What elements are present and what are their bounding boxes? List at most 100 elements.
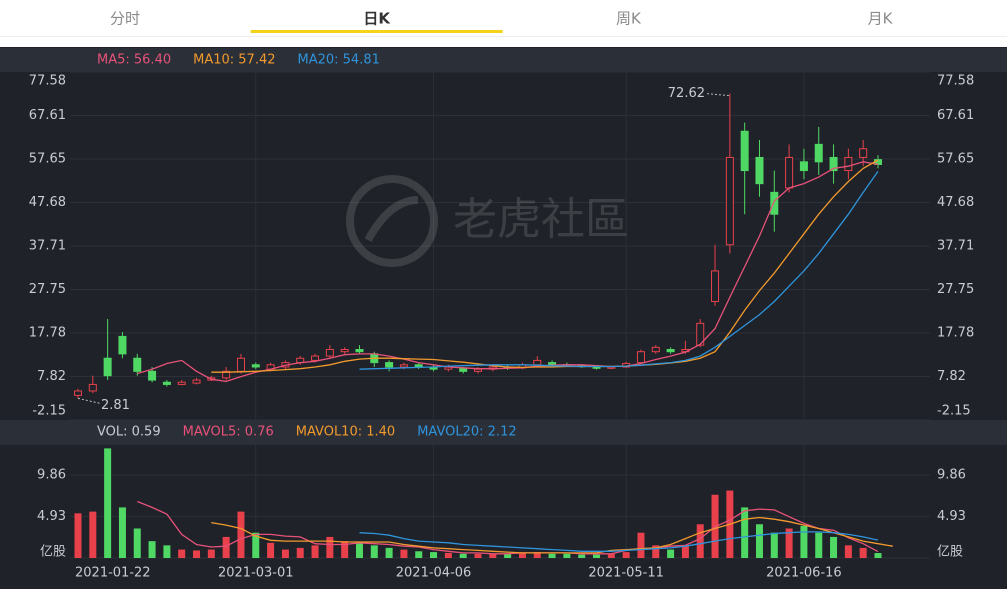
low-annotation: 2.81: [101, 398, 130, 413]
y-tick-label: 57.65: [29, 151, 66, 166]
candle-body: [162, 381, 171, 385]
candle-body: [103, 357, 112, 377]
volume-bar: [193, 550, 201, 558]
mavol-line: [137, 500, 879, 555]
mavol-legend: MAVOL5: 0.76: [183, 425, 274, 440]
y-tick-label-right: 67.61: [937, 108, 974, 123]
y-tick-label: 37.71: [29, 239, 66, 254]
volume-bar: [474, 553, 482, 558]
tab-divider: [0, 36, 1007, 37]
volume-bar: [148, 541, 156, 558]
mavol-line: [359, 531, 879, 552]
volume-bar: [237, 511, 245, 558]
candle-body: [177, 381, 186, 385]
volume-bar: [311, 545, 319, 558]
volume-bar: [533, 552, 541, 558]
tab[interactable]: 日K: [363, 10, 391, 28]
vol-legend-bar: [0, 420, 1007, 445]
x-tick-label: 2021-05-11: [588, 566, 664, 581]
volume-bar: [800, 525, 808, 558]
volume-bar: [267, 542, 275, 558]
candle-body: [755, 156, 764, 185]
y-tick-label-right: 37.71: [937, 239, 974, 254]
volume-bar: [681, 545, 689, 558]
volume-bar: [874, 553, 882, 558]
candle-body: [88, 383, 97, 392]
volume-bar: [222, 536, 230, 558]
volume-bar: [622, 552, 630, 558]
volume-bar: [696, 524, 704, 558]
candle-body: [222, 370, 231, 379]
volume-bar: [593, 554, 601, 558]
y-tick-label: 67.61: [29, 108, 66, 123]
watermark: 老虎社區: [346, 175, 629, 267]
tab[interactable]: 周K: [616, 10, 642, 28]
volume-bar: [133, 528, 141, 558]
candle-body: [236, 357, 245, 372]
volume-bar: [578, 554, 586, 558]
x-tick-label: 2021-04-06: [396, 566, 472, 581]
candle-body: [711, 270, 720, 302]
candle-body: [192, 379, 201, 384]
volume-bar: [400, 549, 408, 558]
volume-bar: [637, 532, 645, 558]
volume-bar: [652, 545, 660, 558]
candle-body: [74, 390, 82, 396]
candle-body: [118, 335, 127, 355]
volume-bar: [355, 542, 363, 558]
ma-legend: MA10: 57.42: [193, 53, 275, 68]
y-tick-label-right: 77.58: [937, 74, 974, 89]
volume-bar: [341, 541, 349, 558]
candle-body: [814, 143, 823, 163]
volume-bar: [459, 553, 467, 558]
candle-body: [399, 364, 408, 368]
tab[interactable]: 月K: [868, 10, 894, 28]
volume-bar: [444, 552, 452, 558]
vol-legend: VOL: 0.59: [97, 425, 161, 440]
vol-tick-label-right: 4.93: [937, 509, 966, 524]
volume-bar: [118, 507, 126, 558]
volume-bar: [281, 549, 289, 558]
volume-bar: [74, 513, 82, 558]
vol-tick-label-right: 亿股: [937, 545, 963, 560]
ma-legend: MA5: 56.40: [97, 53, 171, 68]
volume-bar: [755, 524, 763, 558]
candle-body: [725, 156, 734, 246]
candle-body: [533, 359, 542, 366]
volume-bar: [252, 532, 260, 558]
candle-body: [355, 349, 364, 353]
mavol-legend: MAVOL10: 1.40: [296, 425, 395, 440]
y-tick-label: 77.58: [29, 74, 66, 89]
y-tick-label-right: -2.15: [937, 404, 971, 419]
y-tick-label: 17.78: [29, 326, 66, 341]
volume-bar: [504, 553, 512, 558]
y-tick-label: 47.68: [29, 195, 66, 210]
candle-body: [251, 364, 260, 368]
candle-body: [799, 161, 808, 172]
y-tick-label-right: 27.75: [937, 282, 974, 297]
volume-bar: [430, 552, 438, 558]
mavol-line: [211, 516, 893, 554]
volume-bar: [844, 545, 852, 558]
candle-body: [311, 355, 320, 361]
volume-bar: [163, 545, 171, 558]
candle-body: [696, 322, 705, 346]
y-tick-label-right: 47.68: [937, 195, 974, 210]
vol-tick-label-right: 9.86: [937, 467, 966, 482]
volume-bar: [859, 547, 867, 558]
candle-body: [592, 366, 601, 369]
x-tick-label: 2021-01-22: [75, 566, 151, 581]
y-tick-label: 7.82: [37, 369, 66, 384]
volume-bar: [104, 448, 112, 558]
watermark-text: 老虎社區: [453, 194, 629, 245]
tab[interactable]: 分时: [110, 10, 140, 28]
vol-tick-label: 4.93: [37, 509, 66, 524]
volume-bar: [741, 507, 749, 558]
volume-bar: [178, 549, 186, 558]
volume-bar: [548, 553, 556, 558]
y-tick-label: -2.15: [32, 404, 66, 419]
candle-body: [414, 364, 423, 368]
y-tick-label-right: 17.78: [937, 326, 974, 341]
volume-bar: [370, 545, 378, 558]
volume-bar: [296, 547, 304, 558]
